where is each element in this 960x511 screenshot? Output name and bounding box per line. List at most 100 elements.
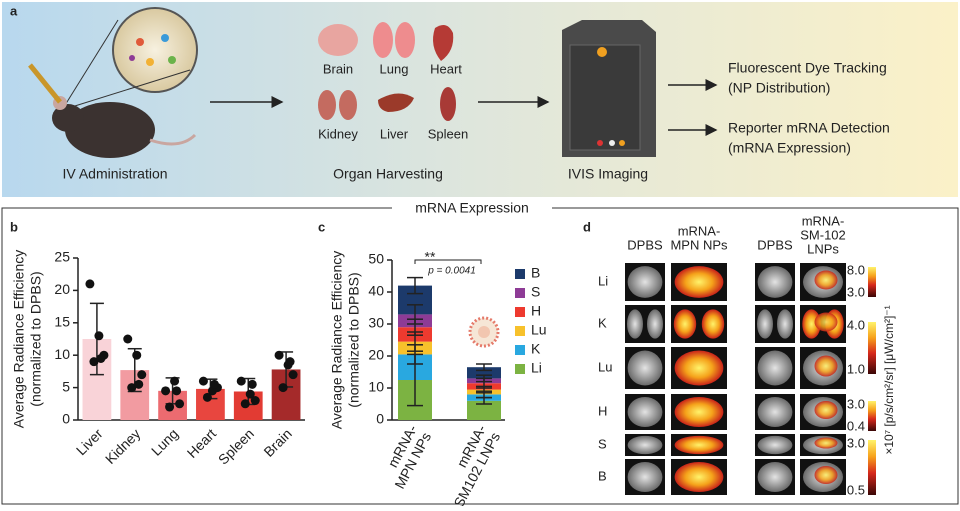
legend-swatch [515, 345, 525, 355]
error-bar [407, 276, 423, 295]
data-point [250, 396, 260, 406]
data-point [198, 376, 208, 386]
x-tick-label: Lung [148, 425, 181, 458]
organ-image [802, 309, 821, 339]
y-axis-label: (normalized to DPBS) [346, 272, 362, 407]
data-point [285, 357, 295, 367]
data-point [170, 376, 180, 386]
signal-spot [814, 466, 838, 484]
organ-image [647, 309, 663, 339]
organ-image [627, 462, 663, 492]
panel-label: b [10, 219, 18, 234]
data-point [172, 386, 182, 396]
data-point [165, 402, 175, 412]
y-tick-label: 10 [54, 346, 70, 362]
scale-tick-label: 8.0 [847, 262, 865, 277]
x-tick-label: Spleen [215, 425, 257, 467]
column-header: LNPs [807, 241, 839, 256]
y-axis-label: (normalized to DPBS) [28, 271, 44, 406]
column-header: mRNA- [678, 223, 721, 238]
legend-swatch [515, 269, 525, 279]
organ-image [627, 309, 643, 339]
data-point [240, 399, 250, 409]
x-tick-label: mRNA-SM102 LNPs [436, 422, 503, 506]
error-bar [407, 304, 423, 325]
output-label: Fluorescent Dye Tracking [728, 60, 887, 76]
signal-spot [814, 437, 838, 449]
panel-label: a [10, 3, 18, 18]
data-point [175, 399, 185, 409]
row-label: H [598, 403, 607, 418]
legend-label: Lu [531, 322, 547, 338]
data-point [209, 379, 219, 389]
color-scale [868, 440, 876, 495]
data-point [127, 383, 137, 393]
data-point [245, 389, 255, 399]
y-tick-label: 15 [54, 314, 70, 330]
x-tick-label: Brain [260, 425, 294, 459]
y-tick-label: 25 [54, 249, 70, 265]
organ-image [627, 397, 663, 427]
data-point [274, 350, 284, 360]
organ-label: Brain [323, 61, 353, 76]
data-point [123, 334, 133, 344]
row-label: B [598, 468, 607, 483]
data-point [278, 383, 288, 393]
data-point [132, 350, 142, 360]
step-label: Organ Harvesting [333, 166, 443, 182]
y-tick-label: 20 [54, 281, 70, 297]
row-label: Lu [598, 359, 612, 374]
legend-label: B [531, 265, 540, 281]
legend-label: K [531, 341, 541, 357]
organ-label: Heart [430, 61, 462, 76]
legend-swatch [515, 326, 525, 336]
title-backdrop [392, 200, 552, 216]
organ-label: Spleen [428, 126, 468, 141]
panel-label: d [583, 219, 591, 234]
step-label: IVIS Imaging [568, 166, 648, 182]
x-tick-label: Heart [184, 425, 220, 461]
signal-spot [814, 270, 838, 290]
color-scale [868, 267, 876, 297]
p-value: p = 0.0041 [427, 266, 476, 277]
signal-spot [814, 355, 838, 377]
step-label: IV Administration [62, 166, 167, 182]
row-label: S [598, 436, 607, 451]
lnp-icon [468, 316, 500, 348]
scale-tick-label: 0.4 [847, 418, 865, 433]
y-tick-label: 20 [368, 347, 384, 363]
organ-image [674, 397, 724, 427]
mouse-illustration [28, 7, 198, 158]
organ-image [757, 397, 793, 427]
legend-swatch [515, 364, 525, 374]
significance-bracket [414, 259, 482, 264]
data-point [94, 331, 104, 341]
significance: ** [425, 249, 436, 265]
organ-image [673, 309, 697, 339]
y-axis-label: Average Radiance Efficiency [329, 251, 345, 429]
bar-segment [467, 400, 501, 420]
data-point [96, 353, 106, 363]
output-label: Reporter mRNA Detection [728, 120, 890, 136]
legend-swatch [515, 288, 525, 298]
y-tick-label: 0 [62, 411, 70, 427]
scale-tick-label: 3.0 [847, 284, 865, 299]
output-label: (mRNA Expression) [728, 140, 851, 156]
scale-tick-label: 0.5 [847, 482, 865, 497]
section-title: mRNA Expression [415, 200, 529, 216]
color-scale [868, 401, 876, 431]
ivis-imager [562, 20, 656, 157]
y-tick-label: 5 [62, 378, 70, 394]
organ-image [701, 309, 725, 339]
organ-image [674, 435, 724, 455]
organ-image [757, 350, 793, 386]
organ-image [757, 435, 793, 455]
organ-image [777, 309, 793, 339]
organ-image [674, 462, 724, 492]
signal-spot [814, 401, 838, 419]
column-header: mRNA- [802, 213, 845, 228]
organ-image [627, 266, 663, 298]
y-tick-label: 50 [368, 251, 384, 267]
scale-tick-label: 1.0 [847, 361, 865, 376]
